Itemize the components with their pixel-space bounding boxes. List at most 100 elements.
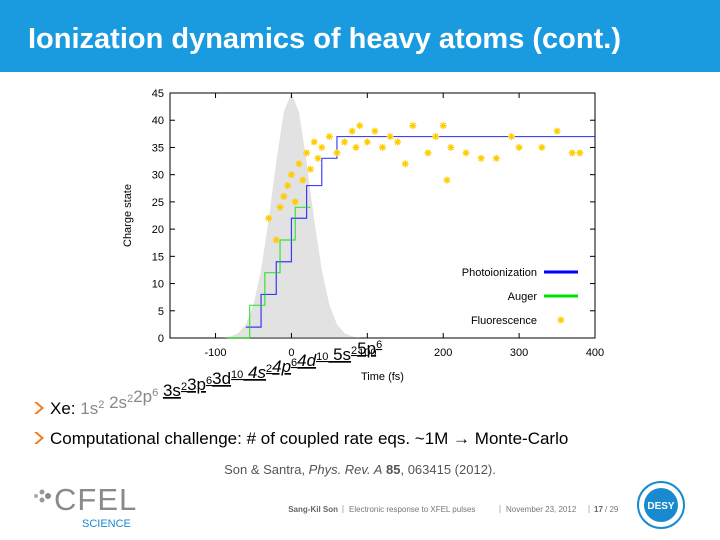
trajectory-line — [226, 206, 311, 339]
fluorescence-point — [299, 176, 307, 184]
fluorescence-point — [280, 192, 288, 200]
bullet-marker — [34, 402, 44, 414]
fluorescence-point — [310, 138, 318, 146]
fluorescence-point — [295, 160, 303, 168]
y-tick-label: 35 — [152, 142, 164, 154]
x-axis-label: Time (fs) — [361, 371, 404, 383]
fluorescence-point — [333, 149, 341, 157]
footer-talk: Electronic response to XFEL pulses — [349, 505, 475, 514]
fluorescence-point — [276, 203, 284, 211]
y-tick-label: 0 — [158, 333, 164, 345]
x-tick-label: 100 — [358, 347, 376, 359]
y-tick-label: 30 — [152, 170, 164, 182]
fluorescence-point — [348, 127, 356, 135]
occupation: 2 — [98, 399, 104, 411]
bullet-text: Computational challenge: # of coupled ra… — [50, 429, 568, 448]
fluorescence-point — [553, 127, 561, 135]
legend-swatch — [557, 316, 565, 324]
plot-frame — [169, 92, 596, 339]
trajectory-line — [245, 135, 595, 328]
y-tick-label: 10 — [152, 279, 164, 291]
fluorescence-point — [576, 149, 584, 157]
slide-title: Ionization dynamics of heavy atoms (cont… — [28, 23, 621, 55]
title-bar — [0, 0, 720, 72]
footer-page: 17 — [594, 505, 603, 514]
fluorescence-point — [306, 165, 314, 173]
reference: Son & Santra, Phys. Rev. A 85, 063415 (2… — [224, 462, 496, 477]
fluorescence-point — [508, 133, 516, 141]
y-tick-label: 25 — [152, 197, 164, 209]
orbital: 4p — [272, 357, 291, 376]
desy-logo-inner — [644, 488, 678, 522]
bullet-marker — [34, 432, 44, 444]
config-label: Xe: — [50, 399, 76, 418]
fluorescence-point — [443, 176, 451, 184]
legend-label: Auger — [508, 291, 538, 303]
desy-logo-text: DESY — [647, 501, 675, 512]
occupation: 6 — [152, 387, 158, 399]
fluorescence-point — [568, 149, 576, 157]
fluorescence-point — [303, 149, 311, 157]
fluorescence-point — [341, 138, 349, 146]
footer-separators — [342, 505, 590, 513]
fluorescence-point — [363, 138, 371, 146]
fluorescence-point — [272, 236, 280, 244]
legend-label: Fluorescence — [471, 315, 537, 327]
cfel-logo: CFEL — [54, 482, 137, 517]
cfel-logo-sub: SCIENCE — [82, 518, 131, 530]
fluorescence-point — [352, 143, 360, 151]
fluorescence-point — [432, 133, 440, 141]
cfel-dots — [34, 489, 51, 503]
y-axis-label: Charge state — [122, 184, 134, 247]
footer-total: / 29 — [605, 505, 619, 514]
occupation: 10 — [316, 351, 328, 363]
orbital: 3s — [163, 381, 181, 400]
fluorescence-point — [538, 143, 546, 151]
fluorescence-point — [462, 149, 470, 157]
orbital: 3p — [187, 375, 206, 394]
ref-authors: Son & Santra, — [224, 462, 309, 477]
y-tick-label: 5 — [158, 306, 164, 318]
fluorescence-point — [409, 122, 417, 130]
x-tick-label: 300 — [510, 347, 528, 359]
orbital: 5s — [333, 345, 351, 364]
x-tick-label: 400 — [586, 347, 604, 359]
fluorescence-point — [477, 154, 485, 162]
logo-dot — [34, 494, 38, 498]
occupation: 2 — [127, 393, 133, 405]
fluorescence-point — [318, 143, 326, 151]
orbital: 1s — [80, 399, 98, 418]
pulse-envelope — [223, 93, 360, 338]
fluorescence-point — [284, 182, 292, 190]
x-tick-label: 200 — [434, 347, 452, 359]
fluorescence-point — [356, 122, 364, 130]
orbital: 2p — [133, 387, 152, 406]
ref-volume: 85 — [386, 462, 400, 477]
fluorescence-point — [439, 122, 447, 130]
fluorescence-point — [314, 154, 322, 162]
footer-author: Sang-Kil Son — [288, 505, 338, 514]
fluorescence-point — [447, 143, 455, 151]
fluorescence-point — [401, 160, 409, 168]
orbital: 4d — [297, 351, 316, 370]
fluorescence-point — [371, 127, 379, 135]
legend-label: Photoionization — [462, 267, 537, 279]
y-tick-label: 40 — [152, 115, 164, 127]
orbital: 3d — [212, 369, 231, 388]
fluorescence-point — [394, 138, 402, 146]
x-tick-label: 0 — [288, 347, 294, 359]
fluorescence-point — [424, 149, 432, 157]
ref-rest: , 063415 (2012). — [400, 462, 495, 477]
occupation: 6 — [376, 339, 382, 351]
logo-dot — [39, 489, 45, 495]
electron-config: Xe: 1s2 2s22p6 3s23p63d10 4s24p64d10 5s2… — [50, 339, 382, 418]
fluorescence-point — [386, 133, 394, 141]
fluorescence-point — [325, 133, 333, 141]
y-tick-label: 45 — [152, 88, 164, 100]
fluorescence-point — [492, 154, 500, 162]
orbital: 4s — [248, 363, 266, 382]
occupation: 2 — [181, 381, 187, 393]
orbital: 2s — [109, 393, 127, 412]
fluorescence-point — [515, 143, 523, 151]
